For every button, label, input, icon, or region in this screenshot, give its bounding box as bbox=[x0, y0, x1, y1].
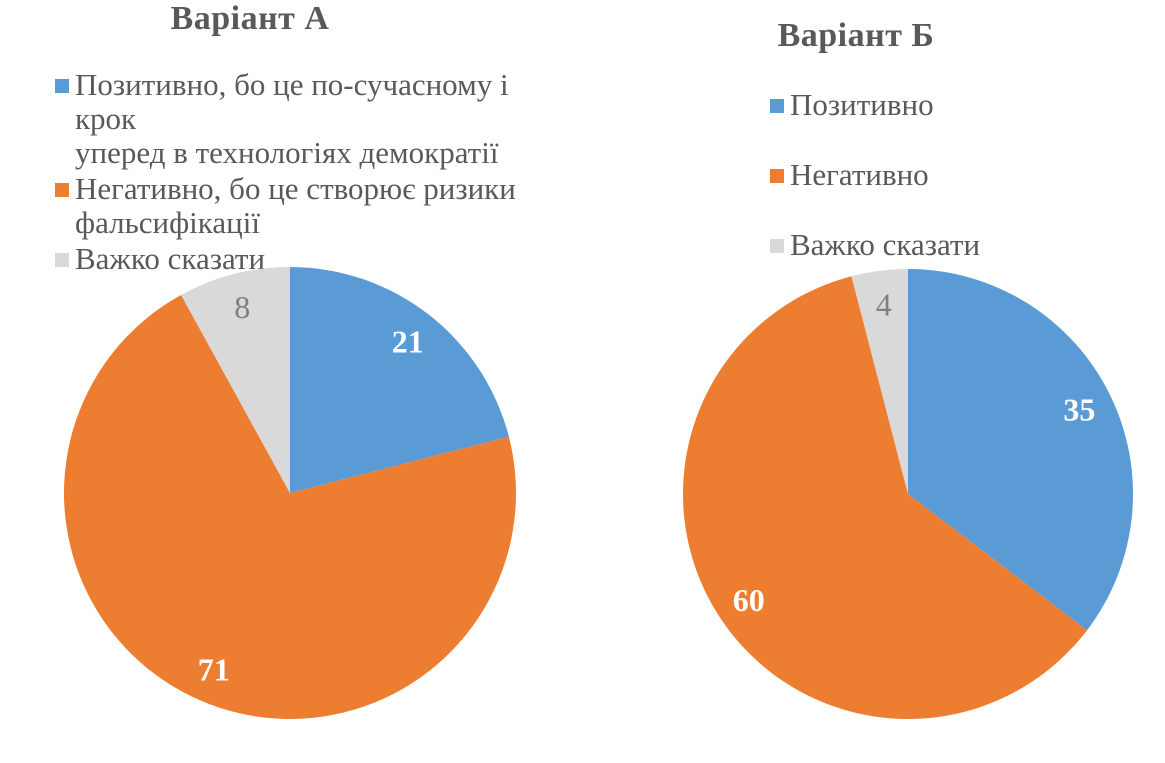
pie-data-label-0: 35 bbox=[1063, 391, 1095, 427]
legend-swatch-undecided-icon bbox=[55, 253, 69, 267]
legend-label-line: Позитивно, бо це по-сучасному і крок bbox=[75, 67, 509, 136]
legend-item-undecided-b: Важко сказати bbox=[770, 228, 1150, 262]
pie-slice-1 bbox=[683, 276, 1088, 719]
legend-label-negative-b: Негативно bbox=[790, 158, 929, 192]
pie-slice-0 bbox=[290, 267, 509, 493]
legend-label-line: Важко сказати bbox=[790, 227, 981, 262]
legend-label-line: уперед в технологіях демократії bbox=[75, 135, 499, 170]
pie-slice-1 bbox=[64, 294, 516, 719]
pie-data-label-2: 4 bbox=[876, 287, 892, 323]
pie-data-label-0: 21 bbox=[392, 323, 424, 359]
legend-label-undecided-b: Важко сказати bbox=[790, 228, 980, 262]
pie-data-label-2: 8 bbox=[234, 289, 250, 325]
legend-item-positive-a: Позитивно, бо це по-сучасному і крок упе… bbox=[55, 68, 575, 170]
legend-label-negative-a: Негативно, бо це створює ризики фальсифі… bbox=[75, 172, 516, 240]
legend-label-line: Негативно, бо це створює ризики bbox=[75, 171, 516, 206]
legend-swatch-negative-icon bbox=[55, 183, 69, 197]
legend-label-undecided-a: Важко сказати bbox=[75, 242, 265, 276]
legend-swatch-positive-icon bbox=[55, 79, 69, 93]
legend-swatch-positive-icon bbox=[770, 99, 784, 113]
legend-item-undecided-a: Важко сказати bbox=[55, 242, 575, 276]
pie-slice-0 bbox=[908, 269, 1133, 631]
chart-title-variant-b: Варіант Б bbox=[777, 17, 935, 54]
legend-item-positive-b: Позитивно bbox=[770, 88, 1150, 122]
legend-label-line: Важко сказати bbox=[75, 241, 266, 276]
legend-variant-a: Позитивно, бо це по-сучасному і крок упе… bbox=[55, 68, 575, 278]
pie-slice-2 bbox=[181, 267, 290, 493]
pie-chart-variant-a: 21 71 8 bbox=[64, 267, 516, 719]
legend-label-line: фальсифікації bbox=[75, 205, 260, 240]
pie-slice-2 bbox=[851, 269, 908, 494]
legend-item-negative-b: Негативно bbox=[770, 158, 1150, 192]
legend-swatch-negative-icon bbox=[770, 169, 784, 183]
pie-data-label-1: 71 bbox=[198, 652, 230, 688]
legend-label-positive-a: Позитивно, бо це по-сучасному і крок упе… bbox=[75, 68, 575, 170]
pie-chart-variant-b: 35 60 4 bbox=[683, 269, 1133, 719]
legend-label-positive-b: Позитивно bbox=[790, 88, 934, 122]
legend-label-line: Негативно bbox=[790, 157, 929, 192]
legend-swatch-undecided-icon bbox=[770, 239, 784, 253]
legend-variant-b: Позитивно Негативно Важко сказати bbox=[770, 88, 1150, 298]
legend-item-negative-a: Негативно, бо це створює ризики фальсифі… bbox=[55, 172, 575, 240]
legend-label-line: Позитивно bbox=[790, 87, 934, 122]
chart-title-variant-a: Варіант А bbox=[170, 0, 330, 37]
pie-data-label-1: 60 bbox=[733, 582, 765, 618]
